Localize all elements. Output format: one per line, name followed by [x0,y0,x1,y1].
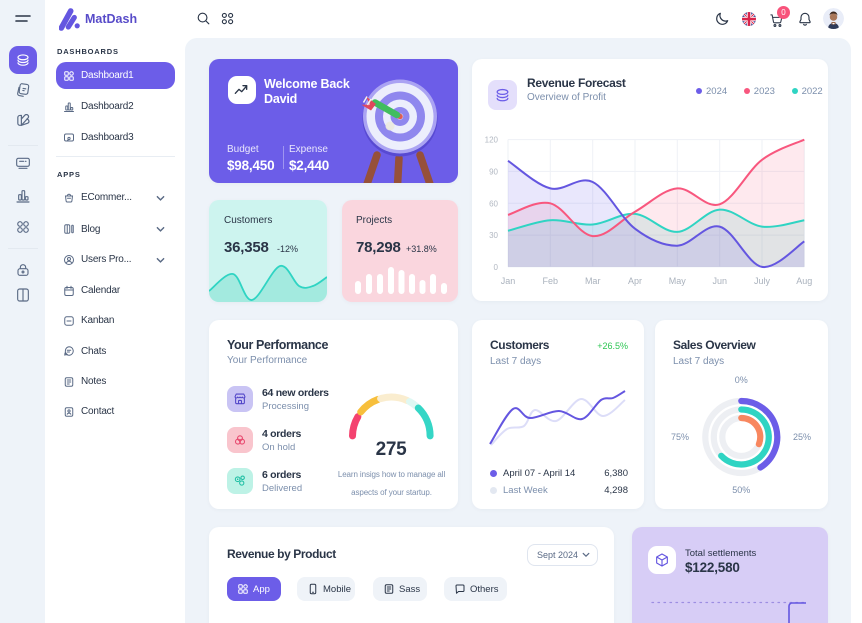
svg-text:50%: 50% [732,485,750,495]
svg-text:Aug: Aug [796,276,812,286]
svg-text:July: July [754,276,771,286]
svg-text:Jun: Jun [712,276,727,286]
svg-text:25%: 25% [793,432,811,442]
svg-text:30: 30 [489,231,498,240]
svg-text:90: 90 [489,167,498,176]
svg-text:60: 60 [489,199,498,208]
svg-text:0%: 0% [735,375,748,385]
svg-text:May: May [669,276,687,286]
svg-text:Apr: Apr [628,276,642,286]
svg-text:Feb: Feb [543,276,559,286]
svg-text:0: 0 [494,263,499,272]
svg-text:Jan: Jan [501,276,516,286]
svg-text:75%: 75% [671,432,689,442]
svg-text:120: 120 [485,136,499,145]
svg-text:Mar: Mar [585,276,601,286]
